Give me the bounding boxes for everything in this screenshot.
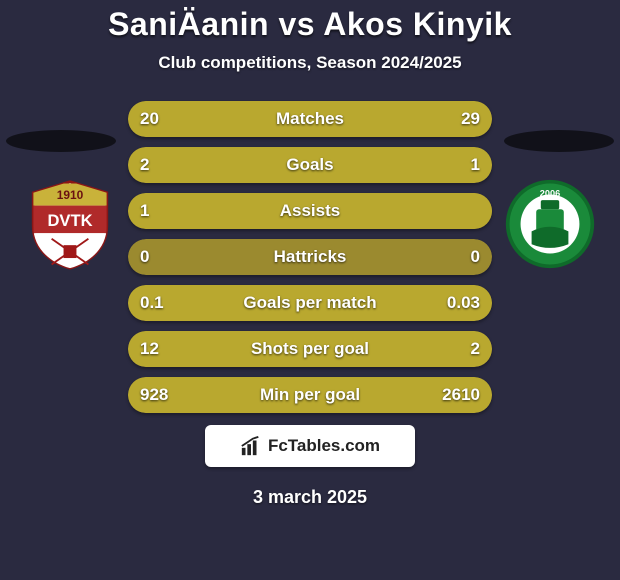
stat-value-right: 0: [459, 239, 492, 275]
branding-text: FcTables.com: [268, 436, 380, 456]
stat-row: 0.10.03Goals per match: [128, 285, 492, 321]
date-text: 3 march 2025: [0, 487, 620, 508]
stat-value-left: 0.1: [128, 285, 176, 321]
title: SaniÄanin vs Akos Kinyik: [0, 6, 620, 43]
stat-value-right: [468, 193, 492, 229]
chart-icon: [240, 435, 262, 457]
stat-left-fill: [128, 147, 372, 183]
dvtk-shield-icon: 1910 DVTK: [24, 178, 116, 270]
stat-bar-bg: [128, 239, 492, 275]
badge-left-text: DVTK: [47, 211, 92, 230]
shadow-left: [6, 130, 116, 152]
stat-value-right: 29: [449, 101, 492, 137]
club-badge-left: 1910 DVTK: [24, 178, 116, 270]
stat-value-left: 20: [128, 101, 171, 137]
stat-value-right: 0.03: [435, 285, 492, 321]
stat-value-left: 0: [128, 239, 161, 275]
stat-value-left: 2: [128, 147, 161, 183]
badge-left-year: 1910: [57, 188, 84, 202]
shadow-right: [504, 130, 614, 152]
stat-value-right: 2: [459, 331, 492, 367]
stat-row: 2029Matches: [128, 101, 492, 137]
stat-row: 9282610Min per goal: [128, 377, 492, 413]
stat-left-fill: [128, 331, 441, 367]
stat-row: 122Shots per goal: [128, 331, 492, 367]
stat-row: 1Assists: [128, 193, 492, 229]
stat-row: 21Goals: [128, 147, 492, 183]
stat-value-right: 2610: [430, 377, 492, 413]
paks-circle-icon: 2006: [504, 178, 596, 270]
subtitle: Club competitions, Season 2024/2025: [0, 53, 620, 73]
stat-value-right: 1: [459, 147, 492, 183]
stat-value-left: 1: [128, 193, 161, 229]
comparison-card: SaniÄanin vs Akos Kinyik Club competitio…: [0, 0, 620, 580]
stat-value-left: 928: [128, 377, 180, 413]
stat-left-fill: [128, 193, 492, 229]
stat-row: 00Hattricks: [128, 239, 492, 275]
branding-box[interactable]: FcTables.com: [205, 425, 415, 467]
club-badge-right: 2006: [504, 178, 596, 270]
badge-right-year: 2006: [540, 188, 560, 198]
stats-list: 2029Matches21Goals1Assists00Hattricks0.1…: [128, 101, 492, 413]
stat-value-left: 12: [128, 331, 171, 367]
